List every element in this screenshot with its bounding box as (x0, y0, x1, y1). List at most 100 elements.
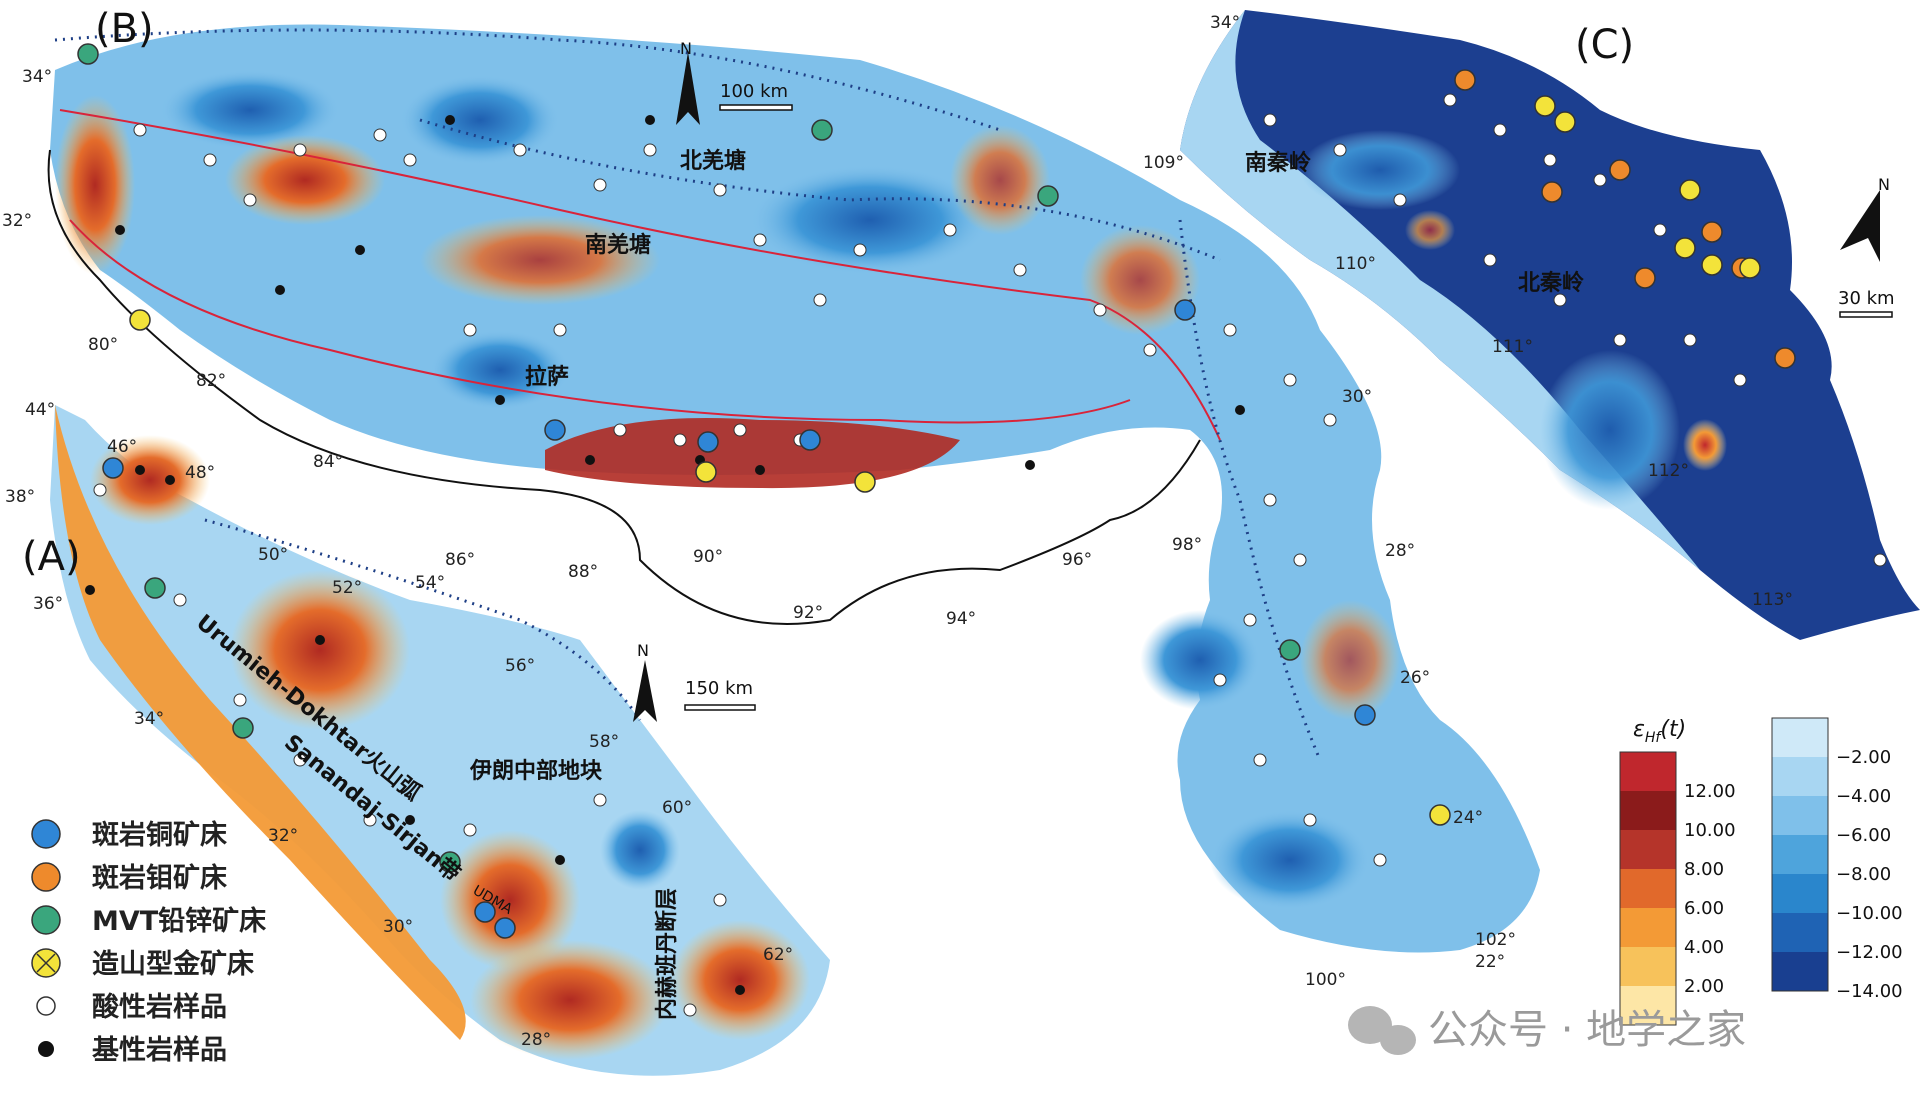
coord-label: 32° (268, 826, 298, 846)
colorbar-title-tail: (t) (1660, 717, 1686, 742)
colorbar-swatch (1620, 830, 1676, 869)
colorbar-swatch (1772, 952, 1828, 991)
coord-label: 113° (1752, 590, 1793, 610)
scale-bar-label: 30 km (1838, 288, 1895, 309)
region-label: 拉萨 (525, 364, 569, 390)
coord-label: 34° (1210, 13, 1240, 33)
north-arrow: N (676, 39, 700, 125)
anomaly (230, 570, 410, 730)
suture-line (69, 219, 1131, 424)
coord-label: 34° (134, 709, 164, 729)
region-label: 伊朗中部地块 (469, 758, 603, 784)
coord-label: 86° (445, 550, 475, 570)
anomaly (1300, 600, 1400, 720)
anomaly (1210, 810, 1370, 910)
region-label: 内赫班丹断层 (654, 888, 680, 1020)
colorbar-swatch (1620, 908, 1676, 947)
legend-label: 酸性岩样品 (92, 991, 227, 1023)
colorbar-title-main: ε (1633, 717, 1645, 742)
coord-label: 88° (568, 562, 598, 582)
colorbar-tick-label: 4.00 (1684, 937, 1724, 958)
legend-item: MVT铅锌矿床 (31, 905, 266, 937)
colorbar-frame (1619, 751, 1677, 1026)
anomaly (1300, 130, 1460, 210)
coord-label: 22° (1475, 952, 1505, 972)
anomaly (420, 215, 660, 305)
colorbar-swatch (1620, 869, 1676, 908)
colorbar-tick-label: −4.00 (1836, 786, 1891, 807)
panel-a-terrain (50, 405, 830, 1076)
felsic-sample-icon (36, 996, 56, 1016)
scale-bar: 150 km (684, 678, 756, 711)
colorbar-swatch (1772, 913, 1828, 952)
coord-label: 34° (22, 67, 52, 87)
colorbar-title-sub: Hf (1645, 730, 1663, 746)
anomaly (225, 135, 385, 225)
coord-label: 48° (185, 463, 215, 483)
panel-label-b: (B) (95, 6, 154, 52)
coord-label: 94° (946, 609, 976, 629)
panel-a-map (50, 405, 830, 1076)
legend-label: 基性岩样品 (92, 1034, 227, 1066)
north-arrow: N (1840, 175, 1890, 262)
colorbar-tick-label: −14.00 (1836, 981, 1903, 1002)
colorbar-negative: −2.00 −4.00 −6.00 −8.00 −10.00 −12.00 −14.00 (1771, 717, 1903, 1002)
sample-felsic-points (93, 483, 727, 1017)
coord-label: 96° (1062, 550, 1092, 570)
legend-item: 斑岩钼矿床 (31, 862, 227, 894)
coord-label: 82° (196, 371, 226, 391)
legend-item: 斑岩铜矿床 (31, 819, 227, 851)
scale-bar-label: 100 km (720, 81, 788, 102)
colorbar-tick-label: −2.00 (1836, 747, 1891, 768)
colorbar-swatch (1620, 752, 1676, 791)
coord-label: 54° (415, 573, 445, 593)
coord-label: 84° (313, 452, 343, 472)
fault-line (54, 28, 1001, 132)
anomaly (1080, 225, 1200, 335)
anomaly (1540, 350, 1680, 510)
colorbar-swatch (1772, 835, 1828, 874)
anomaly (670, 920, 810, 1040)
region-label: 北秦岭 (1518, 270, 1584, 296)
coord-label: 60° (662, 798, 692, 818)
coord-label: 109° (1143, 153, 1184, 173)
coord-label: 38° (5, 487, 35, 507)
colorbar-tick-label: 8.00 (1684, 859, 1724, 880)
legend-label: 斑岩钼矿床 (92, 862, 227, 894)
panel-b-map (47, 24, 1540, 953)
scale-bar: 100 km (719, 81, 793, 111)
fault-line (1178, 219, 1322, 761)
fault-line (419, 118, 1221, 262)
coord-label: 32° (2, 211, 32, 231)
legend-label: MVT铅锌矿床 (92, 905, 266, 937)
anomaly (400, 75, 560, 165)
anomaly (1683, 419, 1727, 471)
sample-mafic-points (85, 465, 745, 995)
coord-label: 90° (693, 547, 723, 567)
orogenic-au-icon (31, 948, 61, 978)
colorbar-tick-label: −10.00 (1836, 903, 1903, 924)
colorbar-swatch (1620, 947, 1676, 986)
coord-label: 111° (1492, 337, 1533, 357)
coord-label: 92° (793, 603, 823, 623)
legend-label: 斑岩铜矿床 (92, 819, 227, 851)
colorbar-tick-label: 6.00 (1684, 898, 1724, 919)
anomaly (1140, 610, 1260, 710)
coord-label: 52° (332, 578, 362, 598)
coord-label: 110° (1335, 254, 1376, 274)
coordinates-a: 44° 46° 48° 38° 36° 50° 52° 54° 56° 58° … (5, 400, 793, 1050)
porphyry-cu-icon (31, 819, 61, 849)
coord-label: 100° (1305, 970, 1346, 990)
coord-label: 26° (1400, 668, 1430, 688)
coord-label: 24° (1453, 808, 1483, 828)
deposit-points (77, 43, 1451, 826)
north-label: N (637, 641, 649, 660)
colorbar-title: εHf(t) (1633, 717, 1686, 746)
region-label: 南羌塘 (585, 232, 651, 258)
colorbar-tick-label: 12.00 (1684, 781, 1736, 802)
coord-label: 56° (505, 656, 535, 676)
watermark: 公众号 · 地学之家 (1348, 1006, 1746, 1055)
colorbar-tick-label: 2.00 (1684, 976, 1724, 997)
panel-c-map (1180, 10, 1920, 640)
